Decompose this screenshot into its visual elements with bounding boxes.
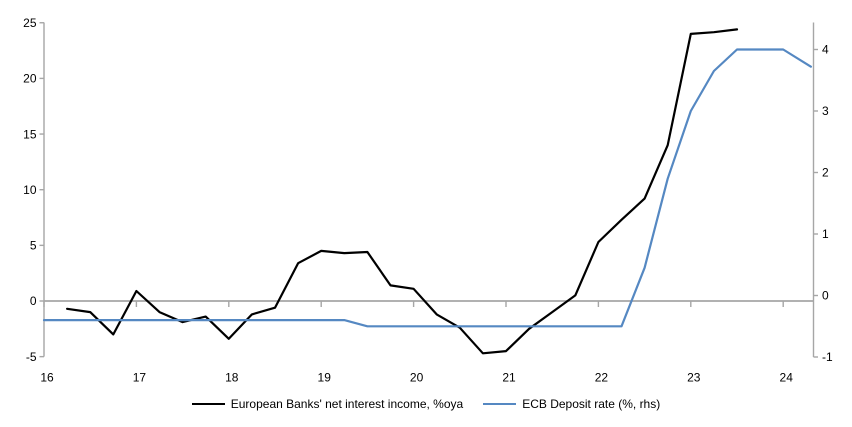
x-axis-tick-label: 19 — [318, 371, 332, 385]
legend-label-net-interest-income: European Banks' net interest income, %oy… — [230, 397, 464, 411]
x-axis-tick-label: 18 — [225, 371, 239, 385]
right-axis-tick-label: 2 — [822, 166, 829, 180]
chart-legend: European Banks' net interest income, %oy… — [0, 397, 852, 411]
x-axis-tick-label: 17 — [133, 371, 147, 385]
blue-line-sample-icon — [483, 403, 517, 405]
right-axis-tick-label: -1 — [822, 350, 833, 364]
legend-item-net-interest-income: European Banks' net interest income, %oy… — [191, 397, 464, 411]
left-axis-tick-label: 10 — [23, 183, 37, 197]
right-axis-tick-label: 4 — [822, 43, 829, 57]
left-axis-tick-label: 5 — [30, 239, 37, 253]
black-line-sample-icon — [191, 403, 225, 405]
x-axis-tick-label: 23 — [687, 371, 701, 385]
legend-label-ecb-deposit-rate: ECB Deposit rate (%, rhs) — [522, 397, 661, 411]
legend-item-ecb-deposit-rate: ECB Deposit rate (%, rhs) — [483, 397, 660, 411]
left-axis-tick-label: 25 — [23, 16, 37, 30]
right-axis-tick-label: 1 — [822, 227, 829, 241]
right-axis-tick-label: 0 — [822, 289, 829, 303]
x-axis-tick-label: 21 — [502, 371, 516, 385]
right-axis-tick-label: 3 — [822, 104, 829, 118]
series-line-ecb-deposit-rate — [42, 48, 813, 328]
left-axis-tick-label: -5 — [26, 350, 37, 364]
x-axis-tick-label: 22 — [595, 371, 609, 385]
left-axis-tick-label: 20 — [23, 72, 37, 86]
left-axis-tick-label: 15 — [23, 127, 37, 141]
left-axis-tick-label: 0 — [30, 294, 37, 308]
x-axis-tick-label: 24 — [780, 371, 794, 385]
x-axis-tick-label: 16 — [40, 371, 54, 385]
series-line-net-interest-income — [65, 28, 739, 355]
x-axis-tick-label: 20 — [410, 371, 424, 385]
